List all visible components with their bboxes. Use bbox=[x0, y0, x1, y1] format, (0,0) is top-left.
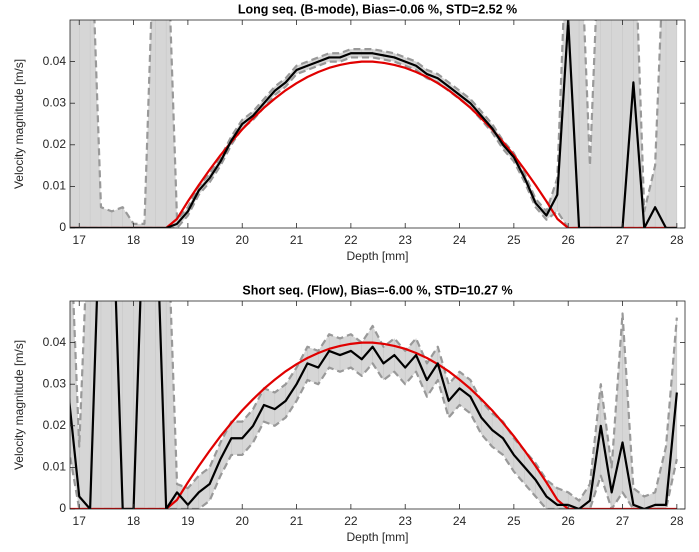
x-tick-label: 28 bbox=[670, 233, 684, 247]
y-tick-label: 0.02 bbox=[43, 137, 67, 151]
x-tick-label: 18 bbox=[127, 514, 141, 528]
x-tick-label: 24 bbox=[453, 233, 467, 247]
x-tick-label: 20 bbox=[236, 514, 250, 528]
y-tick-label: 0.01 bbox=[43, 460, 67, 474]
x-tick-label: 25 bbox=[507, 514, 521, 528]
y-tick-label: 0.04 bbox=[43, 54, 67, 68]
x-tick-label: 18 bbox=[127, 233, 141, 247]
x-axis-label: Depth [mm] bbox=[346, 530, 408, 544]
axes-box bbox=[69, 300, 686, 510]
y-tick-label: 0.04 bbox=[43, 335, 67, 349]
x-tick-label: 25 bbox=[507, 233, 521, 247]
x-tick-label: 17 bbox=[73, 233, 87, 247]
x-tick-label: 22 bbox=[344, 514, 358, 528]
profile-line bbox=[70, 341, 677, 509]
y-tick-label: 0.03 bbox=[43, 376, 67, 390]
x-tick-label: 22 bbox=[344, 233, 358, 247]
axes-box bbox=[69, 19, 686, 229]
bound-line bbox=[72, 301, 678, 502]
bound-line bbox=[70, 362, 678, 509]
x-tick-label: 20 bbox=[236, 233, 250, 247]
x-tick-label: 19 bbox=[181, 233, 195, 247]
x-tick-label: 27 bbox=[616, 233, 630, 247]
x-tick-label: 17 bbox=[73, 514, 87, 528]
y-axis-label: Velocity magnitude [m/s] bbox=[12, 59, 26, 189]
plot-area bbox=[70, 20, 678, 228]
x-tick-label: 21 bbox=[290, 233, 304, 247]
x-tick-label: 28 bbox=[670, 514, 684, 528]
y-axis-label: Velocity magnitude [m/s] bbox=[12, 340, 26, 470]
x-tick-label: 27 bbox=[616, 514, 630, 528]
chart-title: Long seq. (B-mode), Bias=-0.06 %, STD=2.… bbox=[238, 2, 517, 16]
x-tick-label: 26 bbox=[562, 233, 576, 247]
x-tick-label: 19 bbox=[181, 514, 195, 528]
profile-line bbox=[70, 60, 677, 228]
chart-title: Short seq. (Flow), Bias=-6.00 %, STD=10.… bbox=[242, 283, 512, 297]
x-tick-label: 24 bbox=[453, 514, 467, 528]
plot-area bbox=[70, 301, 678, 509]
x-tick-label: 21 bbox=[290, 514, 304, 528]
y-tick-label: 0.02 bbox=[43, 418, 67, 432]
y-tick-label: 0 bbox=[59, 501, 66, 515]
y-tick-label: 0.01 bbox=[43, 179, 67, 193]
x-tick-label: 23 bbox=[399, 514, 413, 528]
y-tick-label: 0.03 bbox=[43, 95, 67, 109]
profile-line bbox=[70, 301, 678, 509]
band bbox=[70, 20, 677, 228]
x-axis-label: Depth [mm] bbox=[346, 249, 408, 263]
profile-line bbox=[70, 20, 677, 228]
x-tick-label: 26 bbox=[562, 514, 576, 528]
x-tick-label: 23 bbox=[399, 233, 413, 247]
y-tick-label: 0 bbox=[59, 220, 66, 234]
